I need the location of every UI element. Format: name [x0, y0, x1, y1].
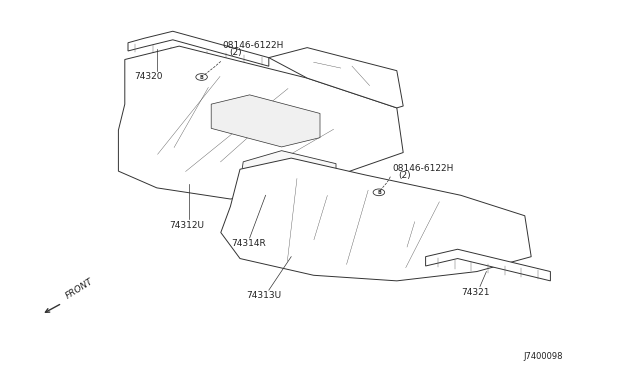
Polygon shape — [240, 151, 336, 197]
Text: 74314R: 74314R — [232, 239, 266, 248]
Text: FRONT: FRONT — [64, 276, 95, 300]
Polygon shape — [211, 95, 320, 147]
Text: 74320: 74320 — [134, 72, 163, 81]
Polygon shape — [269, 48, 403, 108]
Text: B: B — [377, 190, 381, 195]
Text: 74313U: 74313U — [246, 291, 282, 300]
Text: 08146-6122H: 08146-6122H — [392, 164, 454, 173]
Text: (2): (2) — [399, 171, 412, 180]
Text: 74312U: 74312U — [170, 221, 205, 230]
Text: J7400098: J7400098 — [524, 352, 563, 361]
Text: 74321: 74321 — [461, 288, 490, 296]
Polygon shape — [426, 249, 550, 281]
Polygon shape — [118, 46, 403, 199]
Text: B: B — [200, 74, 204, 80]
Text: 08146-6122H: 08146-6122H — [223, 41, 284, 50]
Polygon shape — [221, 158, 531, 281]
Polygon shape — [128, 31, 269, 66]
Text: (2): (2) — [229, 48, 242, 57]
